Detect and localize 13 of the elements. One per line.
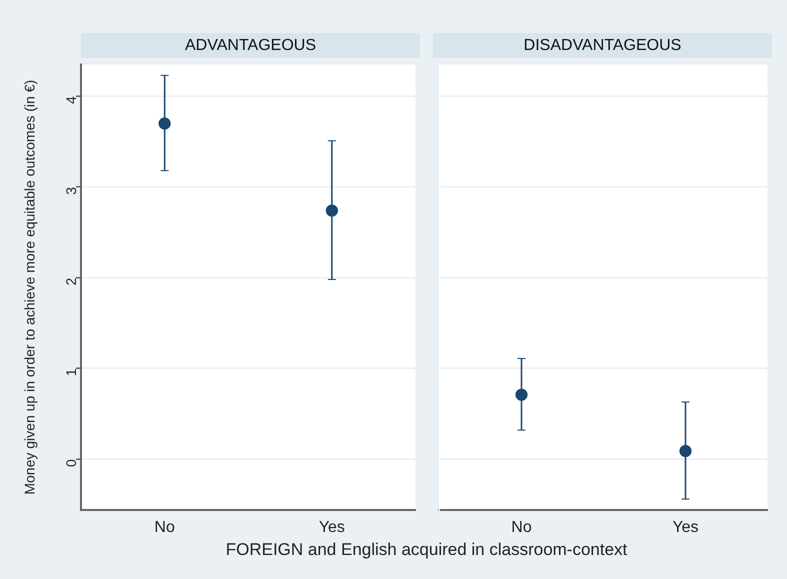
x-tick-label: No (154, 519, 175, 536)
x-tick-label: Yes (672, 519, 699, 536)
x-axis-title: FOREIGN and English acquired in classroom-context (224, 540, 628, 560)
x-tick-label: Yes (318, 519, 345, 536)
y-tick-label: 2 (62, 278, 79, 286)
y-tick-label: 0 (62, 458, 79, 467)
y-tick-label: 4 (62, 96, 79, 104)
y-tick-label: 3 (62, 186, 79, 195)
chart-title: DISADVANTAGEOUS (433, 33, 772, 58)
y-axis-title: Money given up in order to achieve more equitable outcomes (in €) (21, 80, 38, 495)
x-tick-label: No (511, 519, 532, 536)
y-tick-label: 1 (62, 368, 79, 376)
chart-title: ADVANTAGEOUS (81, 33, 420, 58)
